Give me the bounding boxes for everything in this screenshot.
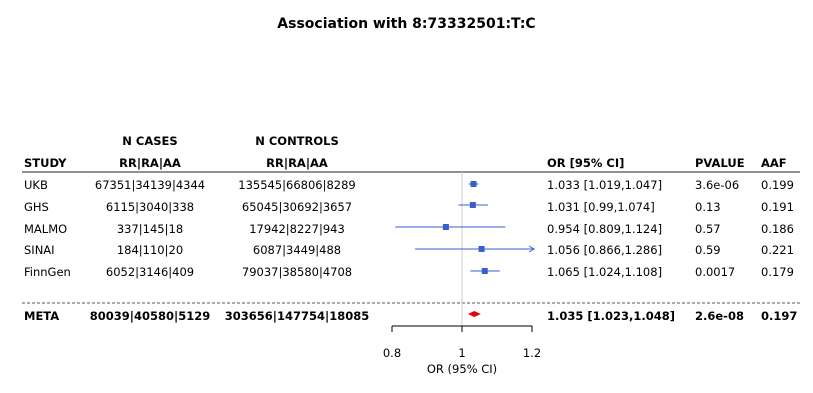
- meta-or-ci-text: 1.035 [1.023,1.048]: [547, 309, 676, 323]
- x-tick-label: 1: [458, 346, 466, 360]
- study-name: SINAI: [24, 243, 55, 257]
- cases-count: 337|145|18: [116, 222, 184, 236]
- or-ci-text: 0.954 [0.809,1.124]: [547, 222, 663, 236]
- header-cases-genotypes: RR|RA|AA: [119, 156, 181, 170]
- header-aaf: AAF: [761, 156, 787, 170]
- header-n-controls: N CONTROLS: [255, 134, 339, 148]
- or-ci-text: 1.031 [0.99,1.074]: [547, 200, 655, 214]
- header-or: OR [95% CI]: [547, 156, 625, 170]
- pvalue: 0.13: [695, 200, 721, 214]
- header-controls-genotypes: RR|RA|AA: [266, 156, 328, 170]
- or-marker: [442, 224, 449, 230]
- aaf: 0.199: [761, 178, 794, 192]
- pvalue: 0.57: [695, 222, 721, 236]
- study-name: MALMO: [24, 222, 68, 236]
- controls-count: 79037|38580|4708: [241, 265, 353, 279]
- pvalue: 0.0017: [695, 265, 736, 279]
- x-tick-label: 0.8: [382, 346, 402, 360]
- aaf: 0.191: [761, 200, 794, 214]
- meta-cases-count: 80039|40580|5129: [89, 309, 211, 323]
- cases-count: 6115|3040|338: [105, 200, 195, 214]
- controls-count: 135545|66806|8289: [238, 178, 356, 192]
- x-tick-label: 1.2: [522, 346, 542, 360]
- study-name: FinnGen: [24, 265, 71, 279]
- study-name: GHS: [24, 200, 49, 214]
- cases-count: 6052|3146|409: [105, 265, 195, 279]
- meta-label: META: [24, 309, 60, 323]
- header-pvalue: PVALUE: [695, 156, 745, 170]
- or-ci-text: 1.065 [1.024,1.108]: [547, 265, 663, 279]
- or-marker: [478, 246, 485, 252]
- ci-arrow: [528, 245, 535, 253]
- study-name: UKB: [24, 178, 48, 192]
- meta-diamond: [468, 311, 481, 317]
- header-study: STUDY: [24, 156, 67, 170]
- chart-title: Association with 8:73332501:T:C: [277, 16, 536, 32]
- pvalue: 3.6e-06: [695, 178, 740, 192]
- aaf: 0.186: [761, 222, 794, 236]
- header-n-cases: N CASES: [122, 134, 178, 148]
- meta-aaf: 0.197: [761, 309, 798, 323]
- controls-count: 6087|3449|488: [252, 243, 342, 257]
- aaf: 0.221: [761, 243, 794, 257]
- or-marker: [469, 202, 476, 208]
- or-marker: [470, 181, 477, 187]
- cases-count: 67351|34139|4344: [94, 178, 206, 192]
- pvalue: 0.59: [695, 243, 721, 257]
- x-axis-label: OR (95% CI): [426, 362, 498, 376]
- aaf: 0.179: [761, 265, 794, 279]
- or-ci-text: 1.056 [0.866,1.286]: [547, 243, 663, 257]
- controls-count: 65045|30692|3657: [241, 200, 353, 214]
- cases-count: 184|110|20: [116, 243, 184, 257]
- or-marker: [481, 268, 488, 274]
- meta-controls-count: 303656|147754|18085: [224, 309, 370, 323]
- meta-pvalue: 2.6e-08: [695, 309, 744, 323]
- controls-count: 17942|8227|943: [249, 222, 345, 236]
- or-ci-text: 1.033 [1.019,1.047]: [547, 178, 663, 192]
